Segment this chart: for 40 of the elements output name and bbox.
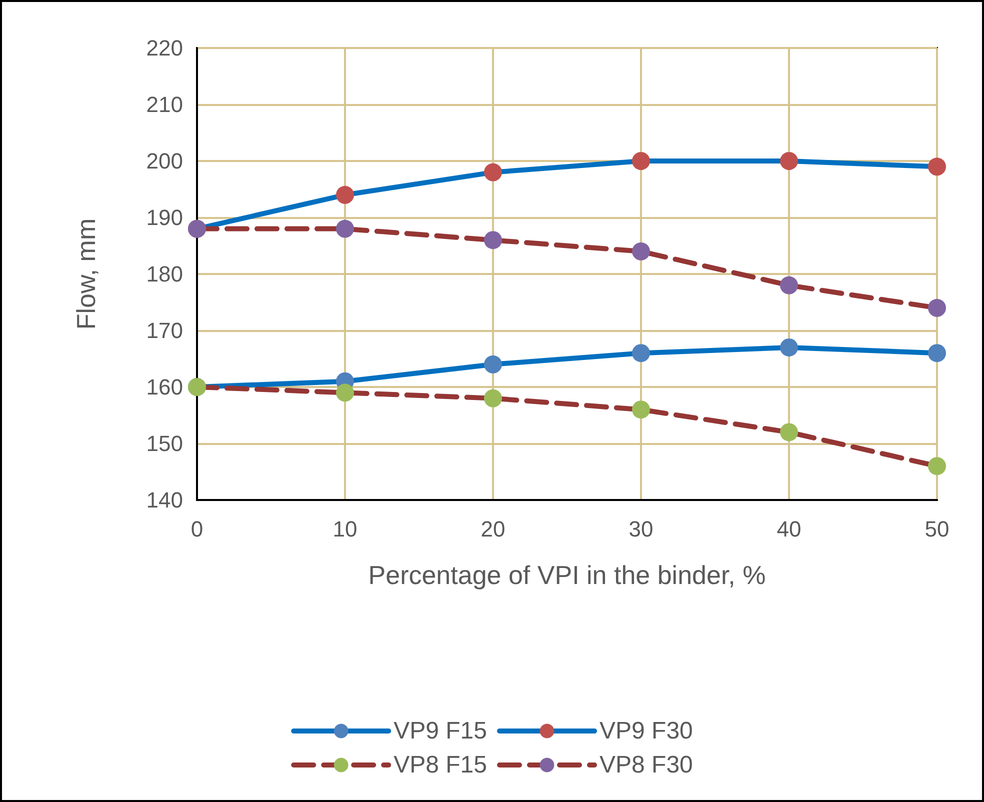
point bbox=[928, 298, 946, 317]
point bbox=[632, 242, 650, 260]
point bbox=[632, 344, 650, 362]
point bbox=[484, 355, 502, 374]
x-tick-label: 30 bbox=[628, 516, 654, 542]
x-tick-label: 0 bbox=[190, 516, 204, 542]
x-tick-label: 40 bbox=[776, 516, 802, 542]
y-tick-label: 220 bbox=[146, 36, 183, 60]
point bbox=[632, 400, 650, 419]
legend-label: VP9 F30 bbox=[600, 718, 693, 744]
x-axis-title: Percentage of VPI in the binder, % bbox=[368, 560, 766, 590]
legend-label: VP8 F30 bbox=[600, 752, 693, 778]
legend-label: VP9 F15 bbox=[394, 718, 488, 744]
point bbox=[484, 231, 502, 250]
y-tick-label: 200 bbox=[146, 148, 183, 174]
y-tick-label: 210 bbox=[146, 92, 183, 117]
point bbox=[780, 152, 798, 170]
y-tick-label: 150 bbox=[146, 431, 183, 456]
point bbox=[484, 389, 502, 408]
y-tick-label: 160 bbox=[146, 374, 183, 400]
point bbox=[336, 384, 354, 402]
y-tick-label: 190 bbox=[146, 205, 183, 230]
point bbox=[336, 186, 354, 204]
point bbox=[780, 338, 798, 356]
x-tick-label: 50 bbox=[924, 516, 950, 542]
x-tick-label: 20 bbox=[480, 516, 506, 542]
y-tick-label: 170 bbox=[146, 318, 183, 343]
y-axis-title: Flow, mm bbox=[71, 218, 101, 330]
point bbox=[780, 276, 798, 294]
point bbox=[928, 344, 946, 362]
x-tick-label: 10 bbox=[332, 516, 358, 542]
point bbox=[928, 457, 946, 476]
legend-label: VP8 F15 bbox=[394, 752, 488, 778]
point bbox=[336, 220, 354, 238]
y-tick-label: 180 bbox=[146, 262, 183, 286]
point bbox=[484, 163, 502, 182]
point bbox=[780, 423, 798, 442]
y-tick-label: 140 bbox=[146, 488, 183, 512]
point bbox=[928, 158, 946, 176]
point bbox=[632, 152, 650, 170]
